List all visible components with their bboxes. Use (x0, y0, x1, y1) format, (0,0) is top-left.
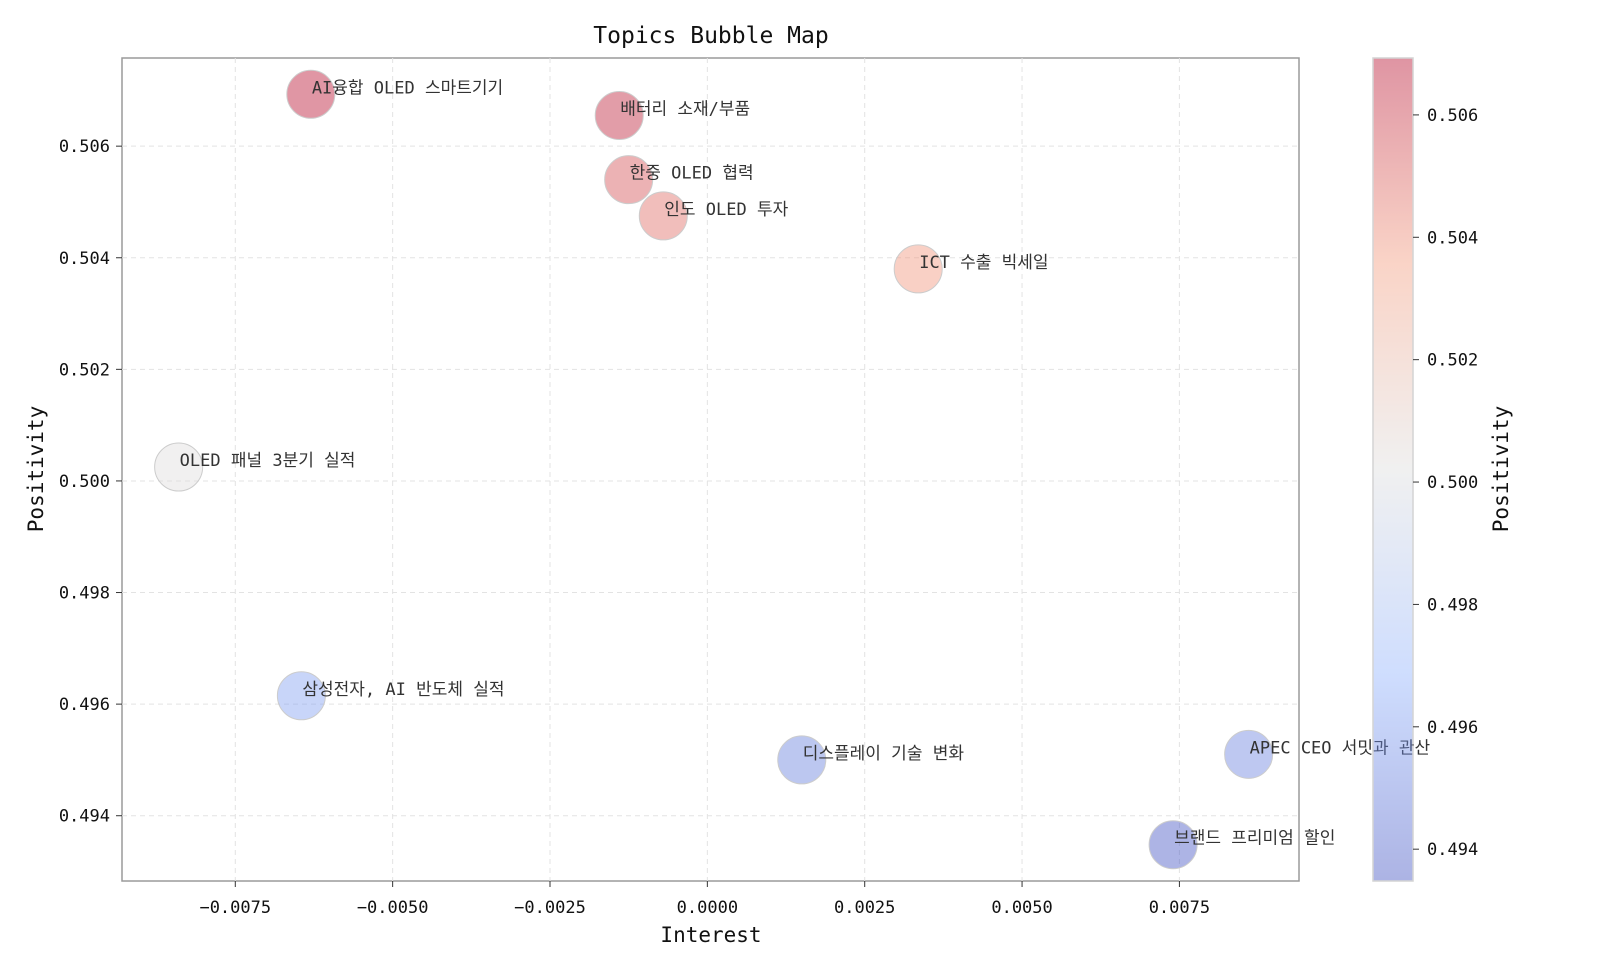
colorbar-tick-label: 0.502 (1427, 351, 1478, 371)
colorbar-ticks: 0.494 0.496 0.498 0.500 0.502 0.504 0.506 (1413, 106, 1478, 860)
chart-title: Topics Bubble Map (593, 23, 828, 49)
grid-lines (122, 58, 1299, 881)
x-tick-label: −0.0025 (514, 898, 586, 918)
x-tick-label: 0.0000 (677, 898, 738, 918)
x-tick-label: −0.0075 (199, 898, 271, 918)
colorbar: 0.494 0.496 0.498 0.500 0.502 0.504 0.506 Posi… (1372, 57, 1513, 882)
bubble-point[interactable] (286, 69, 336, 119)
bubble-label: 한중 OLED 협력 (630, 164, 754, 184)
x-tick-label: 0.0075 (1149, 898, 1210, 918)
colorbar-tick-label: 0.498 (1427, 595, 1478, 615)
bubble-point[interactable] (1224, 729, 1274, 779)
x-axis-label: Interest (660, 923, 761, 947)
y-tick-label: 0.494 (59, 807, 110, 827)
y-tick-label: 0.504 (59, 249, 110, 269)
bubble-label: AI융합 OLED 스마트기기 (312, 78, 503, 98)
bubble-label: 브랜드 프리미엄 할인 (1174, 829, 1335, 849)
x-tick-label: −0.0050 (357, 898, 429, 918)
plot-area (121, 57, 1300, 882)
bubble-point[interactable] (276, 671, 326, 721)
colorbar-tick-label: 0.494 (1427, 840, 1478, 860)
bubble-label: OLED 패널 3분기 실적 (180, 451, 356, 471)
bubble-point[interactable] (604, 155, 654, 205)
bubble-point[interactable] (1148, 820, 1198, 870)
colorbar-tick-label: 0.506 (1427, 106, 1478, 126)
colorbar-tick-label: 0.504 (1427, 228, 1478, 248)
bubble-point[interactable] (594, 90, 644, 140)
y-tick-label: 0.506 (59, 137, 110, 157)
bubble-label: 삼성전자, AI 반도체 실적 (302, 680, 504, 700)
bubble-point[interactable] (154, 442, 204, 492)
colorbar-tick-label: 0.496 (1427, 718, 1478, 738)
bubble-label: 디스플레이 기술 변화 (803, 744, 965, 764)
x-tick-label: 0.0050 (991, 898, 1052, 918)
colorbar-label: Positivity (1489, 406, 1513, 532)
y-axis-ticks: 0.494 0.496 0.498 0.500 0.502 0.504 0.506 (59, 137, 122, 827)
y-tick-label: 0.496 (59, 695, 110, 715)
bubble-point[interactable] (893, 244, 943, 294)
bubble-label: 인도 OLED 투자 (664, 200, 788, 220)
x-axis-ticks: −0.0075 −0.0050 −0.0025 0.0000 0.0025 0.0050 0… (199, 881, 1210, 918)
colorbar-gradient (1372, 57, 1414, 882)
bubble-point[interactable] (638, 191, 688, 241)
bubble-point[interactable] (777, 735, 827, 785)
colorbar-tick-label: 0.500 (1427, 473, 1478, 493)
y-axis-label: Positivity (24, 406, 48, 532)
bubble-series (154, 69, 1274, 870)
y-tick-label: 0.500 (59, 472, 110, 492)
x-tick-label: 0.0025 (834, 898, 895, 918)
bubble-label: ICT 수출 빅세일 (919, 253, 1048, 273)
bubble-label: 배터리 소재/부품 (620, 99, 750, 119)
y-tick-label: 0.502 (59, 360, 110, 380)
y-tick-label: 0.498 (59, 584, 110, 604)
